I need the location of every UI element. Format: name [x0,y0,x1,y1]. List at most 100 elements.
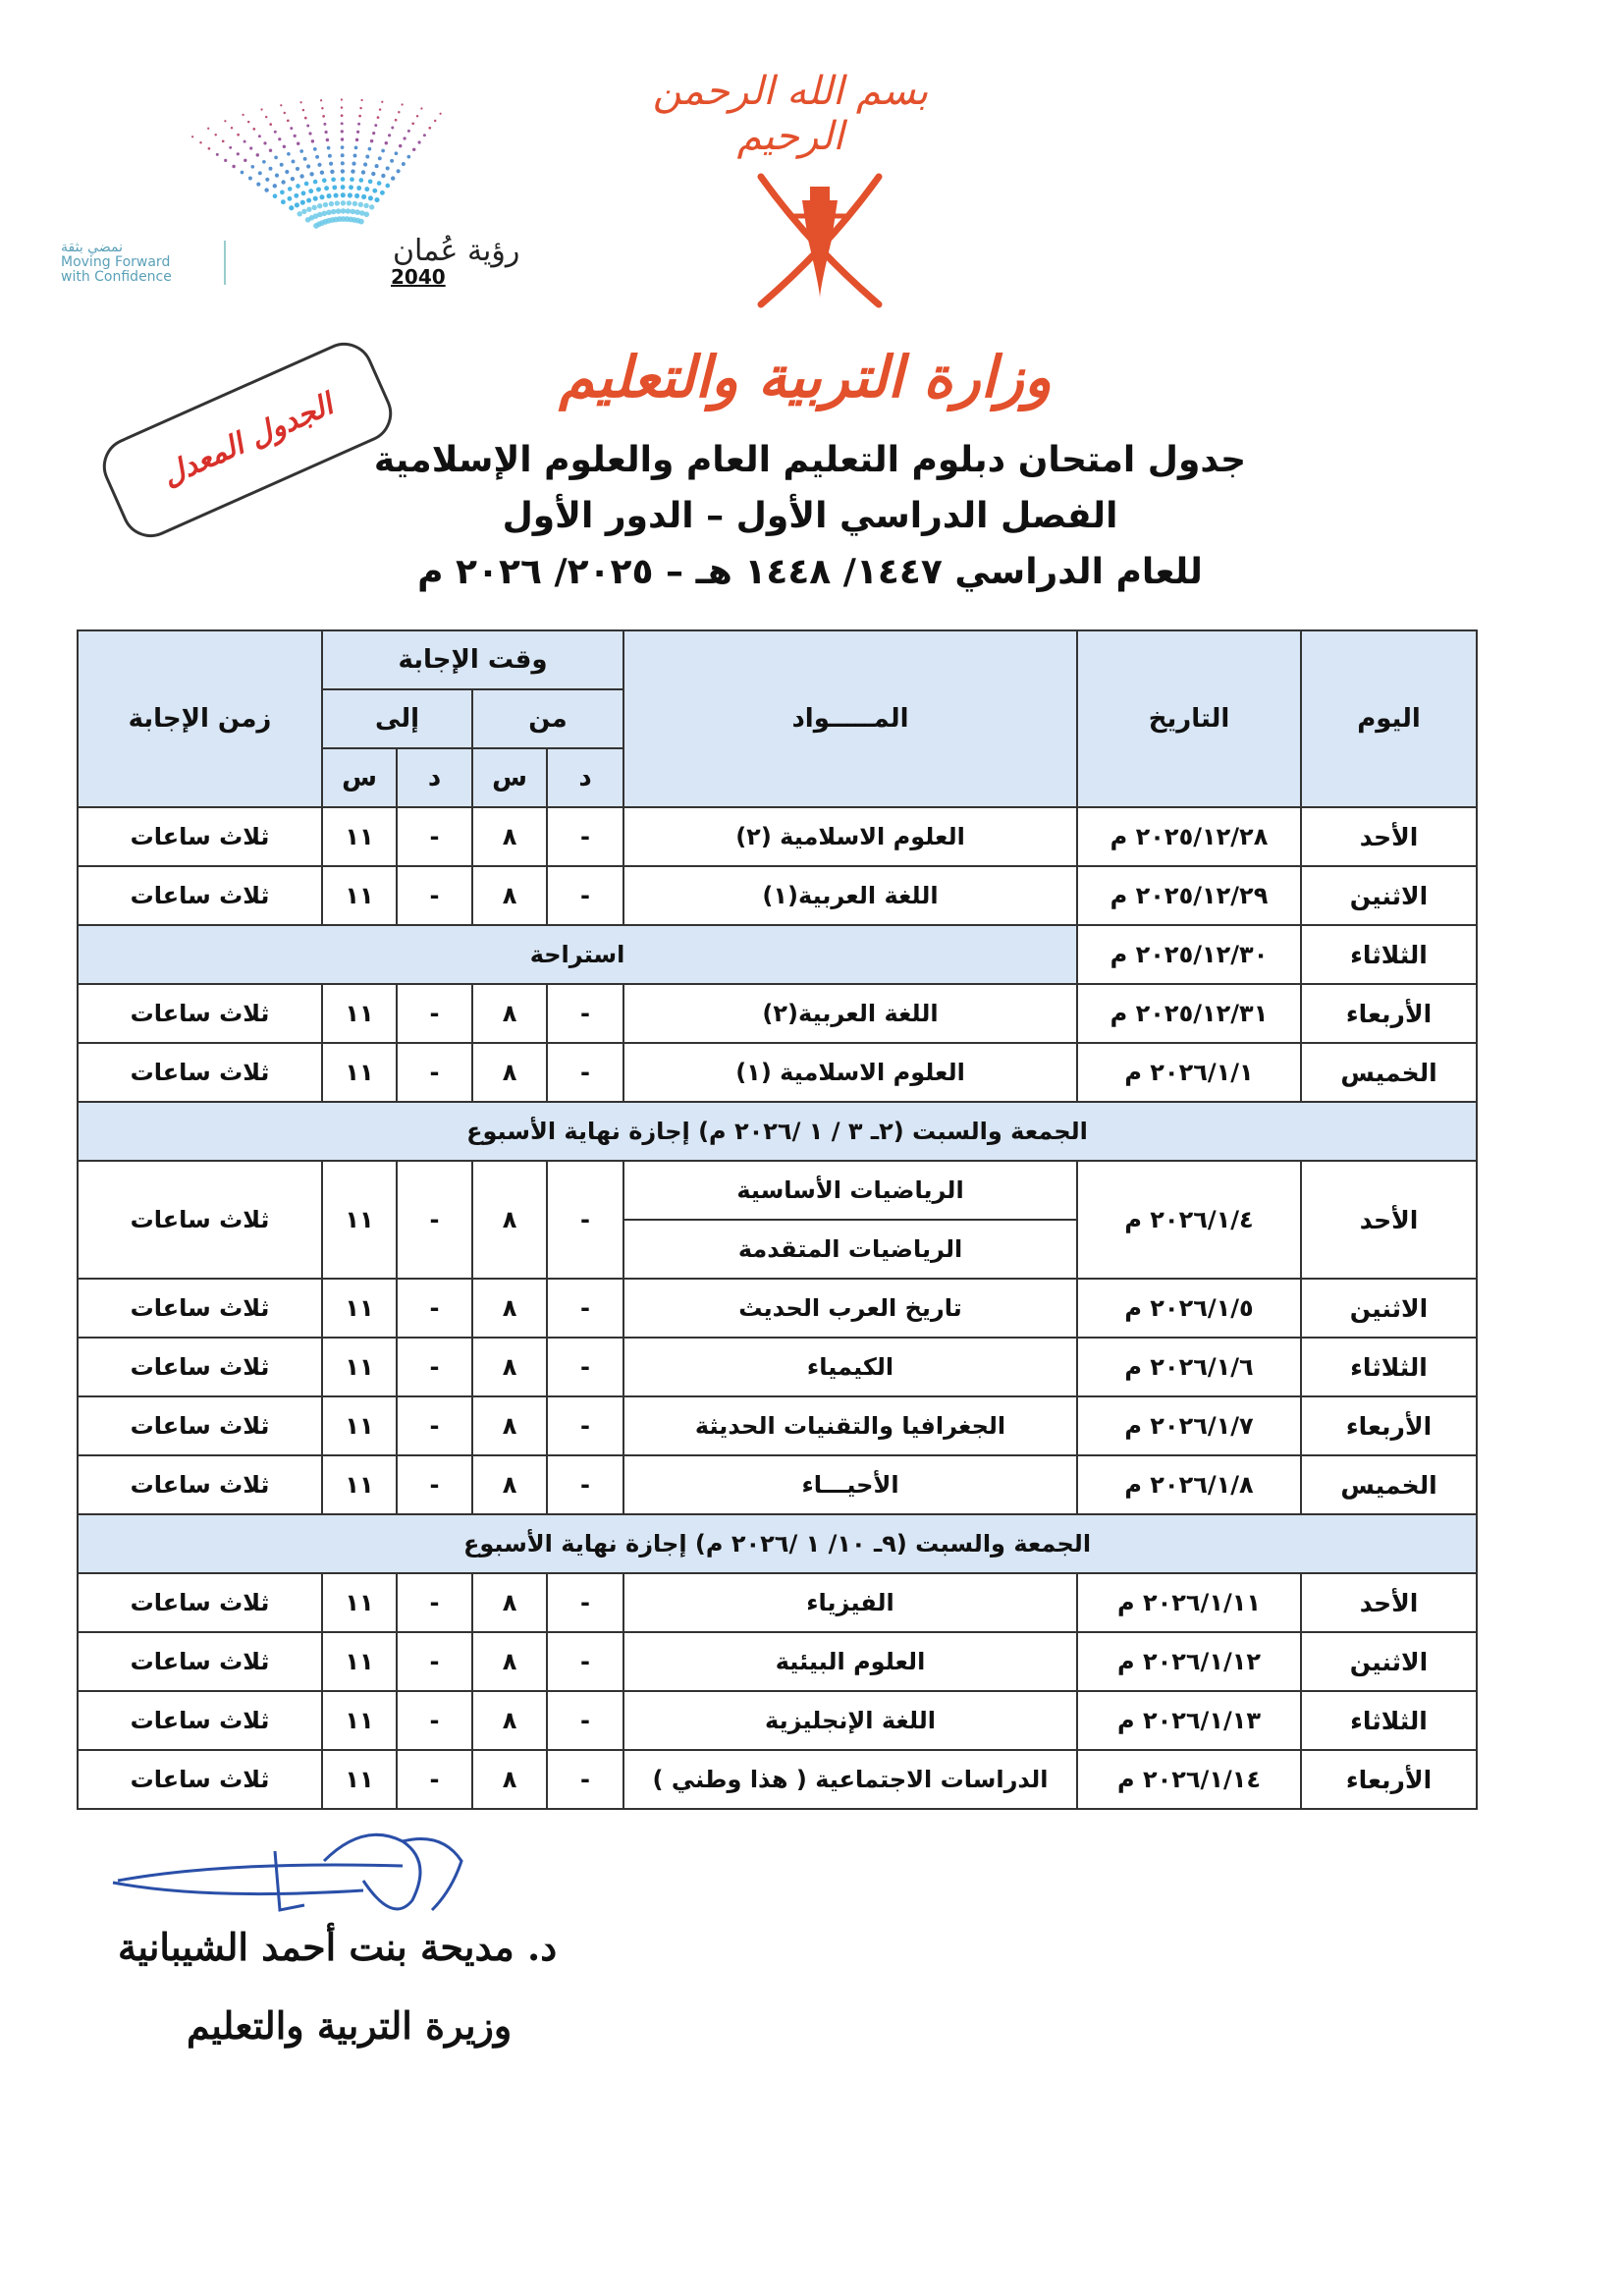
logo-dot [317,162,322,167]
duration-cell: ثلاث ساعات [77,983,323,1044]
logo-dot [224,158,228,162]
logo-dot [357,218,364,225]
date-cell: ٢٠٢٦/١/١١ م [1076,1572,1303,1633]
logo-dot [299,199,305,205]
tagline-en-1: Moving Forward [61,254,171,270]
to-minute-cell: - [396,865,474,926]
date-cell: ٢٠٢٥/١٢/٣٠ م [1076,924,1303,985]
logo-dot [403,137,406,140]
logo-dot [365,154,370,159]
duration-cell: ثلاث ساعات [77,1278,323,1339]
logo-dot [252,128,256,131]
table-row: الخميس ٢٠٢٦/١/٨ م الأحيـــاء -٨-١١ ثلاث ساعا… [77,1454,1479,1515]
subject-cell: اللغة العربية(١) [623,865,1079,926]
logo-dot [240,170,244,175]
header-to: إلى [320,688,474,749]
to-hour-cell: ١١ [320,1454,399,1515]
logo-dot [349,185,353,191]
logo-dot [306,206,312,212]
logo-dot [340,106,344,109]
logo-dot [332,185,338,191]
logo-dot [229,145,233,149]
subject-cell: اللغة العربية(٢) [623,983,1079,1044]
logo-dot [290,127,294,131]
date-cell: ٢٠٢٥/١٢/٢٩ م [1076,865,1303,926]
logo-dot [299,149,304,153]
logo-dot [295,166,300,171]
logo-dot [346,200,352,206]
day-cell: الاثنين [1300,1631,1479,1692]
subject-cell: الرياضيات المتقدمة [623,1219,1079,1280]
table-row: الجمعة والسبت (٢ـ ٣ / ١ /٢٠٢٦ م) إجازة ن… [76,1101,1479,1162]
logo-dot [287,187,293,191]
header-answer-time: وقت الإجابة [320,629,625,690]
to-hour-cell: ١١ [320,1337,399,1397]
logo-dot [264,115,268,119]
logo-dot [326,209,332,216]
date-cell: ٢٠٢٦/١/٧ م [1076,1395,1303,1456]
duration-cell: ثلاث ساعات [77,1042,323,1103]
logo-dot [371,171,376,177]
logo-dot [250,164,255,169]
logo-dot [296,141,300,145]
header-to-minute: د [396,747,474,808]
logo-dot [321,178,327,184]
day-cell: الأحد [1300,1572,1479,1633]
logo-dot [390,158,395,163]
header-day: اليوم [1300,629,1479,808]
logo-dot [237,133,240,137]
subject-cell: الأحيـــاء [623,1454,1079,1515]
from-hour-cell: ٨ [471,806,549,867]
logo-dot [300,191,306,196]
header-duration: زمن الإجابة [77,629,323,808]
logo-dot [296,184,300,189]
logo-dot [360,98,363,102]
logo-dot [312,147,317,151]
logo-dot [293,134,297,137]
logo-dot [361,193,367,199]
date-cell: ٢٠٢٦/١/١٣ م [1076,1690,1303,1751]
logo-dot [340,145,345,149]
duration-cell: ثلاث ساعات [77,1337,323,1397]
logo-dot [328,200,335,207]
logo-dot [319,170,325,175]
logo-dot [372,188,378,193]
logo-dot [351,169,355,174]
logo-dot [265,177,270,182]
logo-dot [302,156,307,161]
header-from-hour: س [471,747,549,808]
table-row: الأحد ٢٠٢٦/١/١١ م الفيزياء -٨-١١ ثلاث ساعات [77,1572,1479,1633]
logo-dot [381,173,386,179]
logo-dot [319,99,323,102]
logo-dot [401,162,406,166]
from-minute-cell: - [546,1454,625,1515]
logo-dot [327,153,332,158]
from-hour-cell: ٨ [471,1631,549,1692]
logo-dot [324,186,330,191]
logo-dot [214,134,217,137]
to-hour-cell: ١١ [320,1042,399,1103]
logo-dot [260,108,263,111]
to-minute-cell: - [396,1749,474,1810]
duration-cell: ثلاث ساعات [77,1749,323,1810]
logo-dot [306,197,312,203]
logo-dot [207,127,210,130]
logo-dot [378,108,382,111]
logo-dot [340,185,346,191]
logo-dot [356,186,362,191]
bismillah-calligraphy: بسم الله الرحمن الرحيم [652,69,929,159]
logo-dot [215,152,219,156]
logo-dot [439,112,442,115]
logo-dot [236,152,240,156]
logo-dot [279,162,284,167]
table-row: الأحد ٢٠٢٥/١٢/٢٨ م العلوم الاسلامية (٢) -٨-… [77,806,1479,867]
logo-dot [278,137,282,141]
logo-dot [317,211,323,218]
subject-cell: الرياضيات الأساسية [623,1160,1079,1221]
logo-dot [257,135,261,138]
logo-dot [244,158,247,163]
document-title: جدول امتحان دبلوم التعليم العام والعلوم … [373,440,1247,480]
vision-logo-year: 2040 [391,265,446,289]
logo-dot [321,210,328,217]
from-hour-cell: ٨ [471,1160,549,1280]
